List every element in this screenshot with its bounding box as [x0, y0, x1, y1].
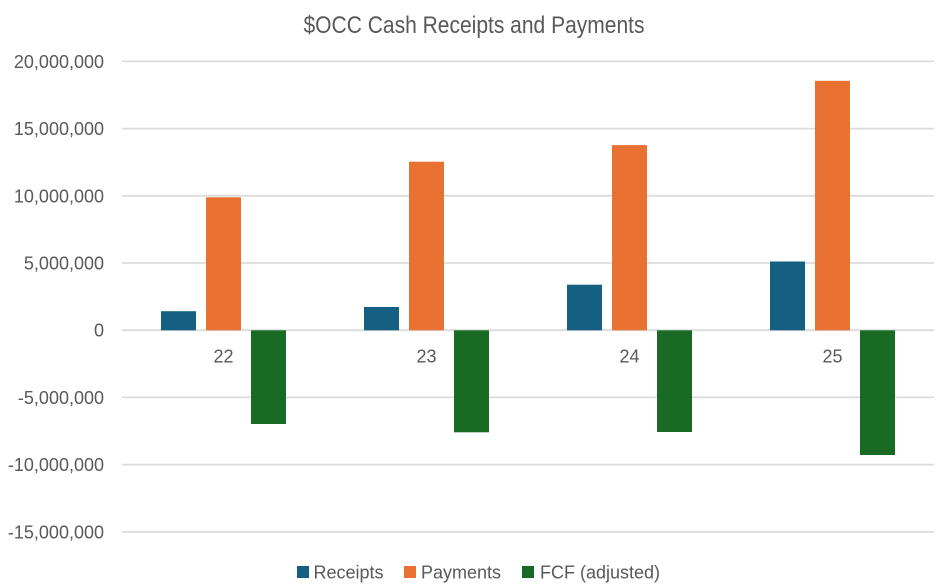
svg-text:23: 23 [416, 347, 436, 367]
svg-text:15,000,000: 15,000,000 [14, 119, 104, 139]
svg-text:Payments: Payments [421, 563, 501, 583]
svg-text:Receipts: Receipts [314, 563, 384, 583]
svg-text:5,000,000: 5,000,000 [24, 254, 104, 274]
svg-text:FCF (adjusted): FCF (adjusted) [540, 563, 660, 583]
svg-text:-10,000,000: -10,000,000 [8, 455, 104, 475]
svg-text:25: 25 [822, 347, 842, 367]
svg-text:22: 22 [213, 347, 233, 367]
svg-text:-15,000,000: -15,000,000 [8, 522, 104, 542]
svg-text:24: 24 [619, 347, 639, 367]
svg-text:$OCC Cash Receipts and Payment: $OCC Cash Receipts and Payments [304, 12, 645, 39]
svg-text:20,000,000: 20,000,000 [14, 52, 104, 72]
svg-text:10,000,000: 10,000,000 [14, 186, 104, 206]
svg-text:0: 0 [94, 321, 104, 341]
svg-text:-5,000,000: -5,000,000 [18, 388, 104, 408]
